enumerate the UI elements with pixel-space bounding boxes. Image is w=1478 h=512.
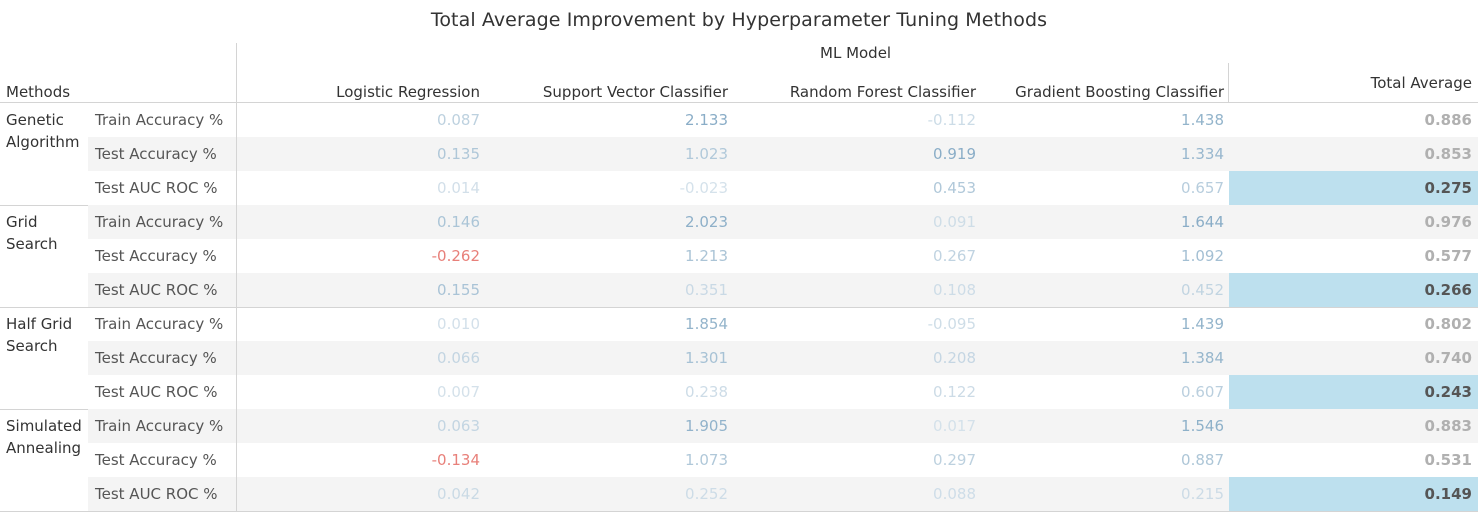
total-average-highlight: [1229, 273, 1478, 307]
metric-label: Test AUC ROC %: [95, 383, 218, 401]
table-cell: 1.854: [685, 315, 728, 333]
table-cell: 0.007: [437, 383, 480, 401]
total-average-value: 0.266: [1424, 281, 1472, 299]
row-label-divider: [236, 103, 237, 512]
table-cell: 0.108: [933, 281, 976, 299]
metric-label: Test AUC ROC %: [95, 485, 218, 503]
group-divider: [0, 307, 1478, 308]
table-cell: 0.252: [685, 485, 728, 503]
metric-label: Train Accuracy %: [95, 213, 224, 231]
total-average-value: 0.853: [1424, 145, 1472, 163]
table-cell: 1.092: [1181, 247, 1224, 265]
table-cell: 0.208: [933, 349, 976, 367]
total-average-value: 0.740: [1424, 349, 1472, 367]
row-header-methods: Methods: [6, 83, 71, 101]
column-header: Total Average: [1370, 74, 1472, 92]
table-cell: 0.087: [437, 111, 480, 129]
table-cell: 1.334: [1181, 145, 1224, 163]
table-cell: 1.384: [1181, 349, 1224, 367]
column-header: Gradient Boosting Classifier: [1015, 83, 1224, 101]
total-average-highlight: [1229, 171, 1478, 205]
table-cell: 1.023: [685, 145, 728, 163]
table-cell: -0.262: [431, 247, 480, 265]
table-cell: 0.351: [685, 281, 728, 299]
column-group-label: ML Model: [820, 44, 892, 62]
table-cell: 1.301: [685, 349, 728, 367]
header-divider: [236, 43, 237, 103]
total-average-value: 0.243: [1424, 383, 1472, 401]
table-cell: 2.023: [685, 213, 728, 231]
row-band: [88, 341, 1478, 375]
column-header: Logistic Regression: [336, 83, 480, 101]
table-cell: 1.439: [1181, 315, 1224, 333]
table-cell: -0.023: [679, 179, 728, 197]
table-cell: 0.215: [1181, 485, 1224, 503]
column-header: Random Forest Classifier: [789, 83, 976, 101]
table-cell: 0.297: [933, 451, 976, 469]
total-average-value: 0.886: [1424, 111, 1472, 129]
metric-label: Train Accuracy %: [95, 417, 224, 435]
table-cell: 0.607: [1181, 383, 1224, 401]
total-average-value: 0.531: [1424, 451, 1472, 469]
table-cell: 1.644: [1181, 213, 1224, 231]
total-average-value: 0.149: [1424, 485, 1472, 503]
row-band: [88, 409, 1478, 443]
metric-label: Test Accuracy %: [95, 349, 217, 367]
row-band: [88, 137, 1478, 171]
table-cell: 0.088: [933, 485, 976, 503]
chart-title: Total Average Improvement by Hyperparame…: [430, 9, 1048, 31]
metric-label: Test AUC ROC %: [95, 179, 218, 197]
total-average-value: 0.577: [1424, 247, 1472, 265]
metric-label: Test Accuracy %: [95, 451, 217, 469]
metric-label: Train Accuracy %: [95, 111, 224, 129]
total-average-value: 0.883: [1424, 417, 1472, 435]
total-average-highlight: [1229, 375, 1478, 409]
table-cell: 0.017: [933, 417, 976, 435]
table-cell: -0.134: [431, 451, 480, 469]
table-cell: 0.919: [933, 145, 976, 163]
table-cell: 0.042: [437, 485, 480, 503]
table-cell: 2.133: [685, 111, 728, 129]
total-average-value: 0.802: [1424, 315, 1472, 333]
table-cell: -0.095: [927, 315, 976, 333]
table-cell: 0.063: [437, 417, 480, 435]
table-cell: 1.905: [685, 417, 728, 435]
table-cell: 0.887: [1181, 451, 1224, 469]
total-average-value: 0.275: [1424, 179, 1472, 197]
method-label: Grid Search: [6, 213, 58, 253]
table-cell: 1.438: [1181, 111, 1224, 129]
method-label: Half Grid Search: [6, 315, 73, 355]
table-cell: 0.014: [437, 179, 480, 197]
table-cell: 0.122: [933, 383, 976, 401]
table-cell: 0.453: [933, 179, 976, 197]
metric-label: Test AUC ROC %: [95, 281, 218, 299]
metric-label: Test Accuracy %: [95, 145, 217, 163]
total-average-highlight: [1229, 477, 1478, 511]
column-header: Support Vector Classifier: [542, 83, 728, 101]
table-cell: 0.238: [685, 383, 728, 401]
table-cell: 0.452: [1181, 281, 1224, 299]
header-bottom-line: [0, 102, 1478, 103]
table-cell: 0.657: [1181, 179, 1224, 197]
row-band: [88, 205, 1478, 239]
table-cell: 1.073: [685, 451, 728, 469]
table-cell: 0.135: [437, 145, 480, 163]
metric-label: Test Accuracy %: [95, 247, 217, 265]
table-cell: 0.091: [933, 213, 976, 231]
metric-label: Train Accuracy %: [95, 315, 224, 333]
table-cell: 0.267: [933, 247, 976, 265]
table-cell: 1.213: [685, 247, 728, 265]
table-cell: 0.066: [437, 349, 480, 367]
header-divider: [1228, 63, 1229, 103]
table-cell: 0.010: [437, 315, 480, 333]
table-cell: 0.155: [437, 281, 480, 299]
table-cell: -0.112: [927, 111, 976, 129]
method-label: Simulated Annealing: [6, 417, 82, 457]
table-cell: 0.146: [437, 213, 480, 231]
method-label: Genetic Algorithm: [6, 111, 80, 151]
total-average-value: 0.976: [1424, 213, 1472, 231]
table-cell: 1.546: [1181, 417, 1224, 435]
